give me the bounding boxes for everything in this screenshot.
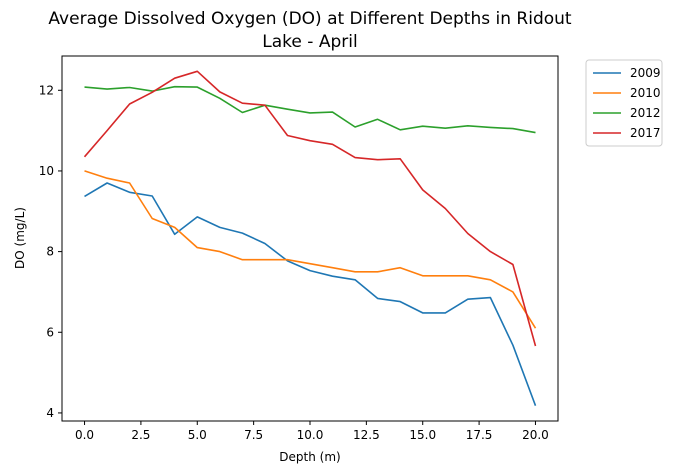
x-tick-label: 15.0 [409, 428, 436, 442]
series-line-2012 [84, 85, 536, 134]
y-tick-label: 4 [46, 406, 54, 420]
x-axis-label: Depth (m) [279, 450, 340, 464]
y-tick-label: 8 [46, 245, 54, 259]
series-line-2009 [84, 182, 537, 406]
legend-label-2017: 2017 [630, 126, 661, 140]
x-tick-label: 10.0 [297, 428, 324, 442]
legend: 2009 2010 2012 2017 [585, 59, 663, 147]
x-tick-label: 20.0 [522, 428, 549, 442]
series-line-2010 [84, 170, 537, 329]
x-tick-label: 0.0 [75, 428, 94, 442]
plot-frame [61, 55, 559, 422]
y-tick-label: 10 [39, 164, 54, 178]
legend-label-2012: 2012 [630, 106, 661, 120]
x-tick-label: 2.5 [131, 428, 150, 442]
chart-title-line-1: Average Dissolved Oxygen (DO) at Differe… [48, 9, 571, 29]
x-tick-label: 7.5 [244, 428, 263, 442]
legend-label-2009: 2009 [630, 66, 661, 80]
x-tick-label: 12.5 [353, 428, 380, 442]
legend-label-2010: 2010 [630, 86, 661, 100]
x-tick-label: 5.0 [188, 428, 207, 442]
x-axis: 0.0 2.5 5.0 7.5 10.0 12.5 15.0 17.5 20.0 [75, 421, 549, 442]
x-tick-label: 17.5 [466, 428, 493, 442]
plot-lines [83, 70, 537, 406]
y-axis-label: DO (mg/L) [13, 207, 27, 269]
y-tick-label: 6 [46, 325, 54, 339]
series-line-2017 [83, 70, 537, 347]
chart-title-line-2: Lake - April [262, 32, 357, 52]
y-tick-label: 12 [39, 83, 54, 97]
y-axis: 4 6 8 10 12 [39, 83, 62, 420]
legend-frame [585, 59, 663, 147]
